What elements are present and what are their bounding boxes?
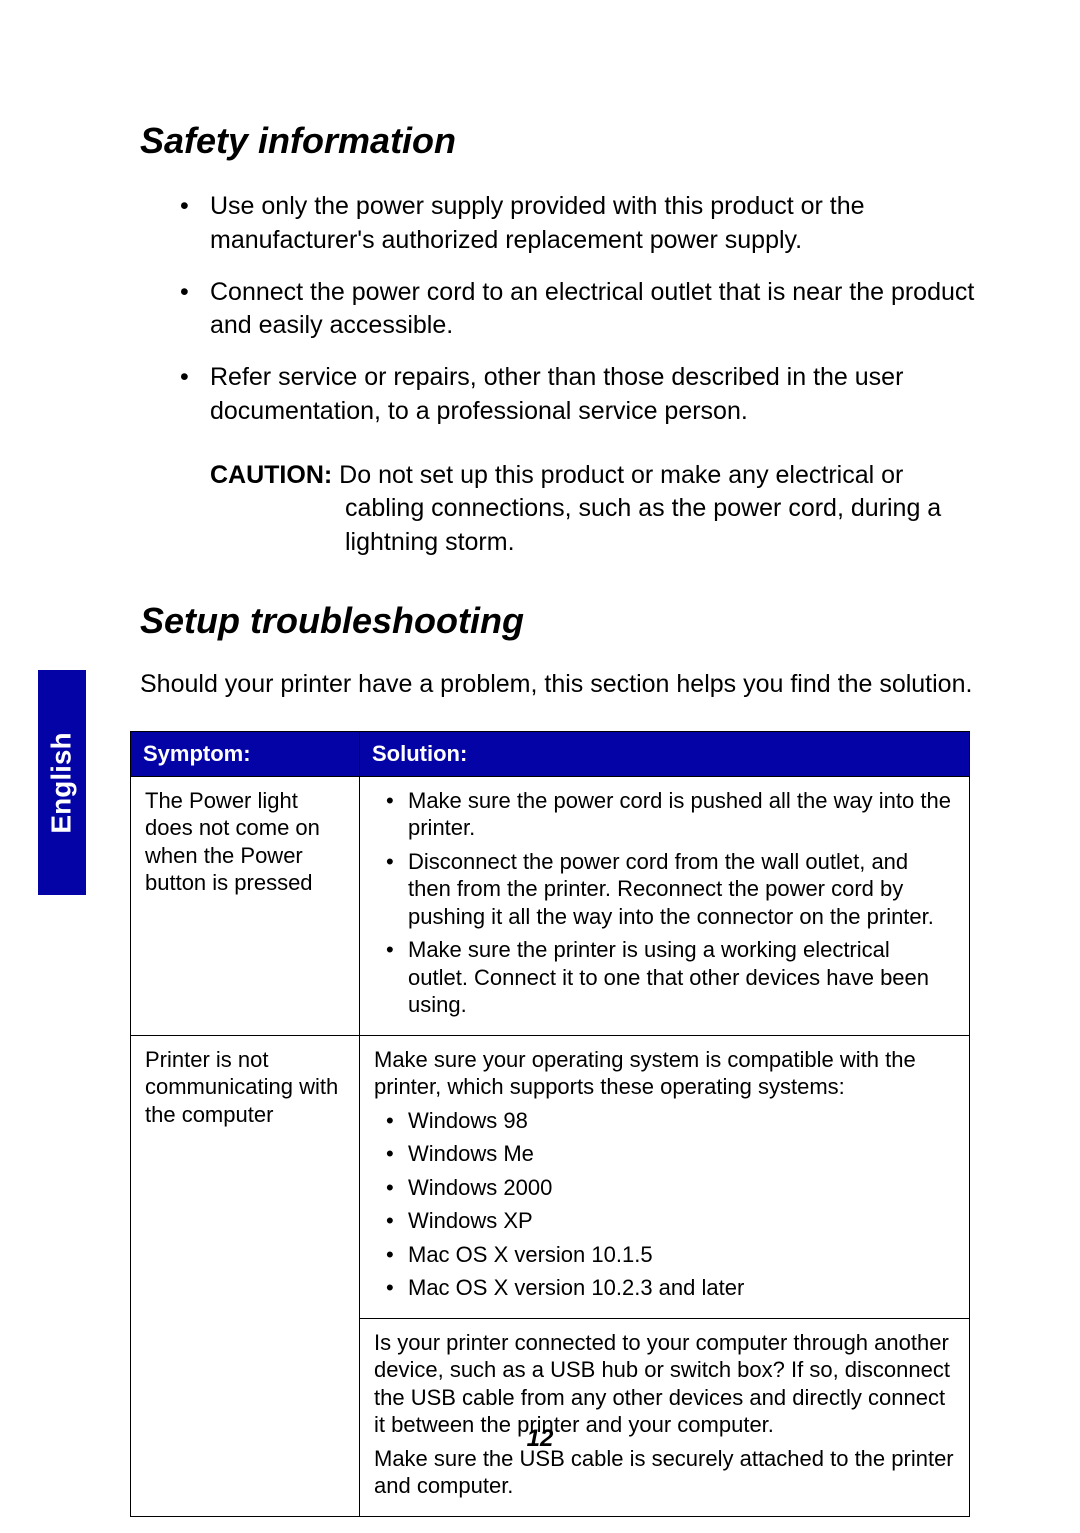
caution-label: CAUTION: xyxy=(210,461,332,489)
solution-item: Make sure the power cord is pushed all t… xyxy=(408,787,955,842)
os-item: Windows 2000 xyxy=(408,1174,955,1202)
language-tab-label: English xyxy=(46,732,78,833)
solution-intro: Make sure your operating system is compa… xyxy=(374,1046,955,1101)
col-header-solution: Solution: xyxy=(360,731,970,776)
col-header-symptom: Symptom: xyxy=(131,731,360,776)
solution-extra: Make sure the USB cable is securely atta… xyxy=(374,1445,955,1500)
safety-bullet-list: Use only the power supply provided with … xyxy=(140,190,980,429)
language-tab: English xyxy=(38,670,86,895)
troubleshooting-intro: Should your printer have a problem, this… xyxy=(140,670,980,699)
safety-bullet: Connect the power cord to an electrical … xyxy=(210,276,980,344)
safety-bullet: Use only the power supply provided with … xyxy=(210,190,980,258)
solution-cell: Make sure your operating system is compa… xyxy=(360,1035,970,1318)
solution-extra: Is your printer connected to your comput… xyxy=(374,1329,955,1439)
solution-list: Make sure the power cord is pushed all t… xyxy=(374,787,955,1019)
troubleshooting-heading: Setup troubleshooting xyxy=(140,600,980,642)
table-header-row: Symptom: Solution: xyxy=(131,731,970,776)
os-item: Windows XP xyxy=(408,1207,955,1235)
page-container: English Safety information Use only the … xyxy=(0,0,1080,1533)
os-item: Windows 98 xyxy=(408,1107,955,1135)
safety-heading: Safety information xyxy=(140,120,980,162)
caution-block: CAUTION: Do not set up this product or m… xyxy=(210,459,980,560)
symptom-cell: The Power light does not come on when th… xyxy=(131,776,360,1035)
os-item: Mac OS X version 10.2.3 and later xyxy=(408,1274,955,1302)
table-row: Printer is not communicating with the co… xyxy=(131,1035,970,1318)
troubleshooting-table: Symptom: Solution: The Power light does … xyxy=(130,731,970,1517)
safety-bullet: Refer service or repairs, other than tho… xyxy=(210,361,980,429)
os-list: Windows 98 Windows Me Windows 2000 Windo… xyxy=(374,1107,955,1302)
solution-cell: Is your printer connected to your comput… xyxy=(360,1318,970,1516)
page-number: 12 xyxy=(0,1425,1080,1453)
solution-item: Make sure the printer is using a working… xyxy=(408,936,955,1019)
solution-cell: Make sure the power cord is pushed all t… xyxy=(360,776,970,1035)
solution-item: Disconnect the power cord from the wall … xyxy=(408,848,955,931)
caution-text-cont: cabling connections, such as the power c… xyxy=(210,492,980,560)
table-row: The Power light does not come on when th… xyxy=(131,776,970,1035)
os-item: Mac OS X version 10.1.5 xyxy=(408,1241,955,1269)
os-item: Windows Me xyxy=(408,1140,955,1168)
caution-text: Do not set up this product or make any e… xyxy=(339,461,903,489)
